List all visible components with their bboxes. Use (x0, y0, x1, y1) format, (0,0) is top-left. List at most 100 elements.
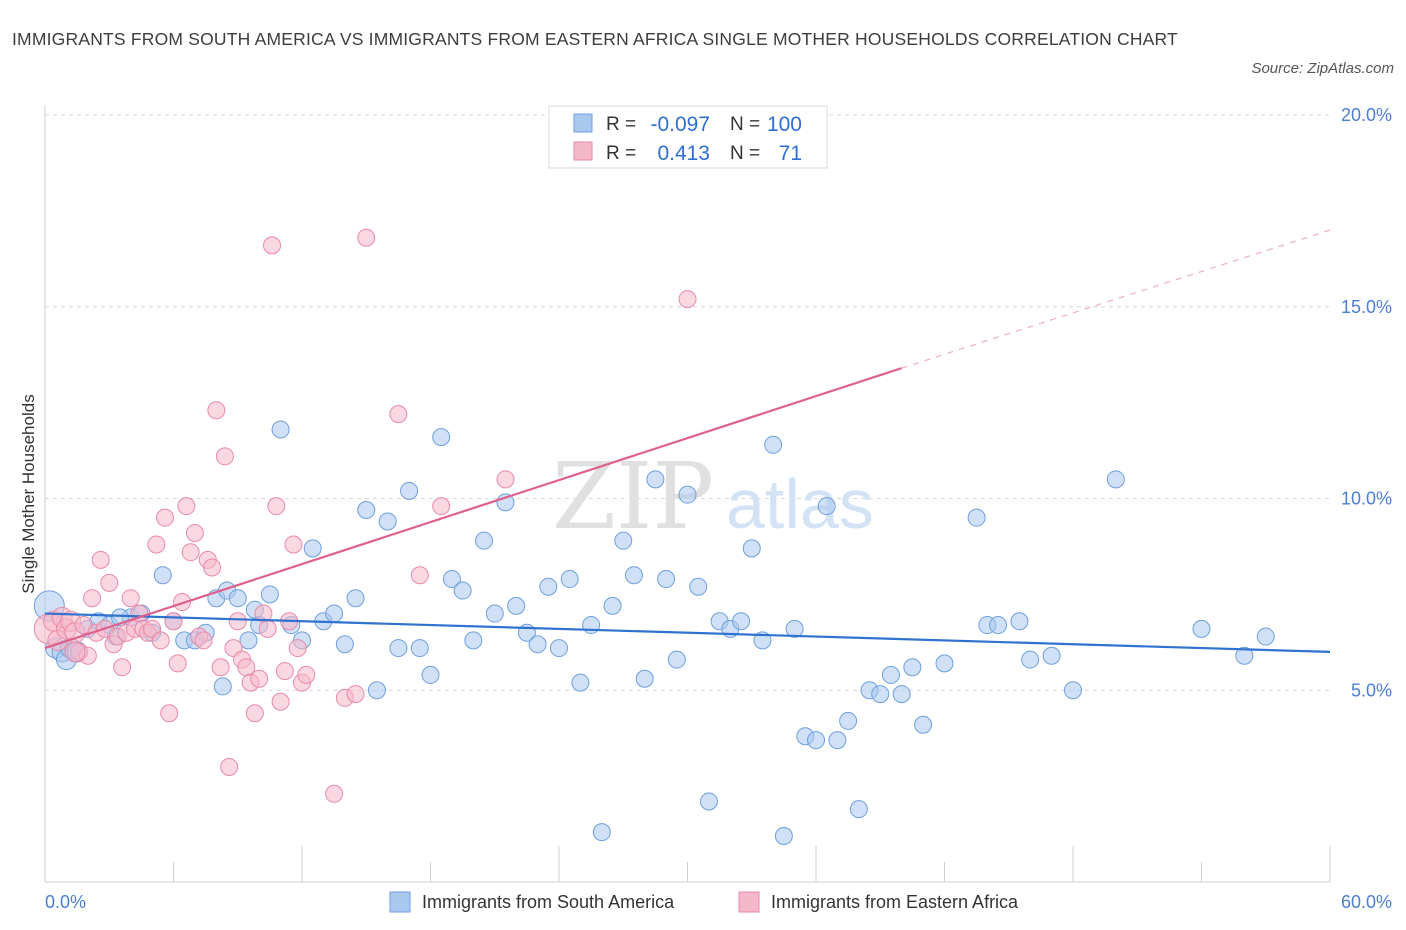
y-tick-label-0: 5.0% (1351, 680, 1392, 700)
south-america-point-30 (325, 604, 344, 623)
eastern-africa-point-54 (271, 692, 290, 711)
eastern-africa-point-38 (203, 558, 222, 577)
south-america-point-33 (357, 501, 376, 520)
south-america-point-43 (464, 631, 483, 650)
south-america-point-89 (989, 616, 1008, 635)
south-america-point-37 (400, 481, 419, 500)
south-america-point-44 (475, 531, 494, 550)
south-america-point-97 (1256, 627, 1275, 646)
eastern-africa-point-34 (185, 524, 204, 543)
south-america-point-28 (303, 539, 322, 558)
south-america-point-50 (539, 577, 558, 596)
y-axis-label: Single Mother Households (19, 394, 38, 593)
eastern-africa-point-65 (389, 405, 408, 424)
eastern-africa-point-48 (245, 704, 264, 723)
trend-line-south-america (44, 612, 1331, 653)
legend-r-label-2: R = (606, 143, 636, 164)
legend-swatch-blue (573, 113, 593, 133)
eastern-africa-point-67 (432, 497, 451, 516)
south-america-point-91 (1021, 650, 1040, 669)
south-america-point-94 (1106, 470, 1125, 489)
south-america-point-49 (528, 635, 547, 654)
bottom-legend-label-south-america: Immigrants from South America (422, 892, 675, 912)
south-america-point-22 (239, 631, 258, 650)
south-america-point-13 (153, 566, 172, 585)
chart-title: IMMIGRANTS FROM SOUTH AMERICA VS IMMIGRA… (12, 29, 1178, 49)
x-tick-label-1: 60.0% (1341, 892, 1392, 912)
eastern-africa-point-63 (346, 685, 365, 704)
watermark-atlas: atlas (726, 465, 874, 543)
south-america-point-79 (849, 800, 868, 819)
trend-line-eastern-africa (44, 367, 903, 650)
legend-n-value-2: 71 (779, 142, 802, 165)
eastern-africa-point-14 (100, 573, 119, 592)
south-america-point-90 (1010, 612, 1029, 631)
south-america-point-42 (453, 581, 472, 600)
south-america-point-63 (678, 485, 697, 504)
eastern-africa-point-61 (325, 784, 344, 803)
south-america-point-86 (935, 654, 954, 673)
eastern-africa-point-69 (678, 290, 697, 309)
stats-legend: R = -0.097 N = 100 R = 0.413 N = 71 (548, 105, 828, 169)
south-america-point-56 (603, 596, 622, 615)
south-america-point-93 (1064, 681, 1082, 700)
y-tick-label-2: 15.0% (1341, 297, 1392, 317)
eastern-africa-point-58 (288, 639, 307, 658)
trend-line-eastern-africa-extension (901, 229, 1331, 369)
south-america-point-81 (871, 685, 890, 704)
eastern-africa-point-52 (263, 236, 282, 255)
south-america-point-52 (560, 570, 579, 589)
south-america-point-31 (335, 635, 354, 654)
south-america-point-57 (614, 531, 633, 550)
south-america-point-61 (657, 570, 676, 589)
x-tick-label-0: 0.0% (45, 892, 86, 912)
south-america-point-32 (346, 589, 365, 608)
south-america-point-60 (646, 470, 665, 489)
south-america-point-96 (1235, 646, 1254, 665)
eastern-africa-point-39 (207, 401, 226, 420)
eastern-africa-point-12 (91, 550, 110, 569)
south-america-point-65 (699, 792, 718, 811)
south-america-point-59 (635, 669, 654, 688)
trend-lines (44, 229, 1331, 653)
south-america-point-19 (213, 677, 232, 696)
legend-r-value-2: 0.413 (657, 142, 710, 165)
south-america-point-78 (839, 711, 858, 730)
south-america-point-39 (421, 665, 440, 684)
south-america-point-36 (389, 639, 408, 658)
south-america-point-64 (689, 577, 708, 596)
eastern-africa-point-41 (215, 447, 234, 466)
eastern-africa-point-68 (496, 470, 515, 489)
south-america-point-72 (774, 826, 793, 845)
south-america-point-45 (485, 604, 504, 623)
eastern-africa-point-40 (211, 658, 230, 677)
tick-labels: 5.0% 10.0% 15.0% 20.0% 0.0% 60.0% (45, 105, 1392, 912)
series-south-america-points (33, 420, 1275, 845)
south-america-point-58 (624, 566, 643, 585)
eastern-africa-point-64 (357, 228, 376, 247)
eastern-africa-point-57 (284, 535, 303, 554)
south-america-point-51 (550, 639, 568, 658)
bottom-legend-label-eastern-africa: Immigrants from Eastern Africa (771, 892, 1019, 912)
legend-r-value-1: -0.097 (650, 113, 710, 136)
watermark: ZIP atlas (552, 443, 874, 550)
south-america-point-55 (592, 823, 611, 842)
south-america-point-92 (1042, 646, 1061, 665)
eastern-africa-point-33 (181, 543, 200, 562)
south-america-point-38 (410, 639, 429, 658)
legend-n-value-1: 100 (767, 113, 802, 136)
south-america-point-25 (271, 420, 290, 439)
y-tick-label-3: 20.0% (1341, 105, 1392, 125)
south-america-point-35 (378, 512, 397, 531)
eastern-africa-point-49 (250, 669, 269, 688)
south-america-point-40 (432, 428, 451, 447)
eastern-africa-point-10 (83, 589, 102, 608)
series-eastern-africa-points (33, 228, 697, 803)
eastern-africa-point-26 (151, 631, 170, 650)
south-america-point-85 (914, 715, 933, 734)
eastern-africa-point-27 (155, 508, 174, 527)
bottom-legend-swatch-pink (738, 891, 760, 913)
south-america-point-53 (571, 673, 590, 692)
source-label: Source: ZipAtlas.com (1251, 60, 1394, 77)
